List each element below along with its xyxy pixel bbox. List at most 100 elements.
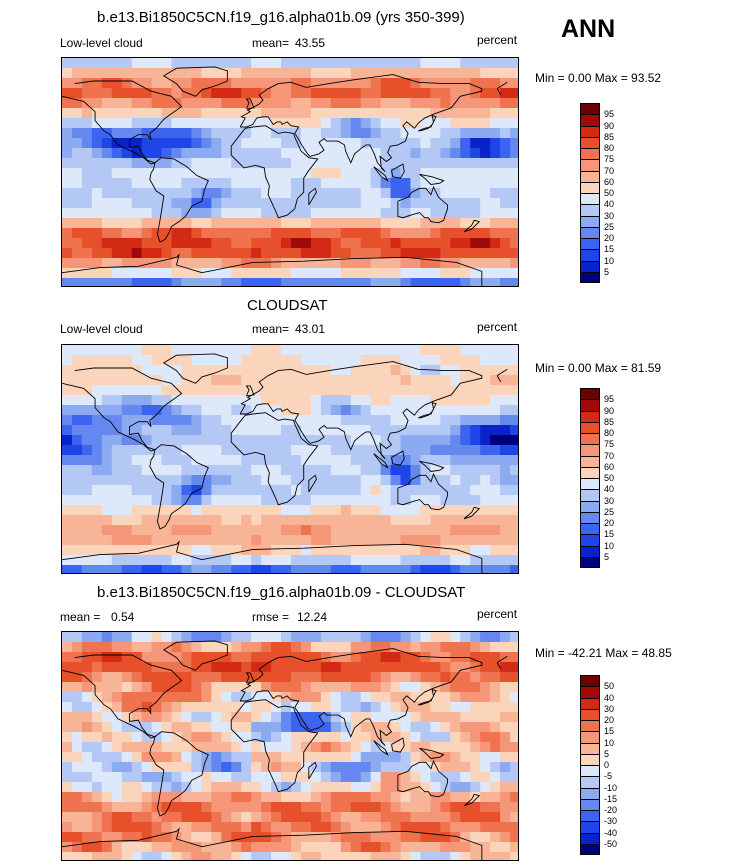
heatmap-cell [300, 208, 312, 219]
heatmap-cell [91, 565, 103, 573]
heatmap-cell [470, 345, 481, 356]
heatmap-cell [500, 415, 511, 426]
heatmap-cell [211, 128, 222, 139]
heatmap-cell [420, 248, 431, 259]
heatmap-cell [191, 218, 202, 229]
heatmap-cell [430, 525, 441, 536]
heatmap-cell [291, 425, 302, 436]
heatmap-cell [241, 792, 252, 803]
heatmap-cell [151, 672, 163, 683]
heatmap-cell [141, 722, 153, 733]
colorbar-tick-label: 95 [604, 109, 615, 120]
heatmap-cell [420, 832, 431, 843]
heatmap-cell [300, 545, 312, 556]
heatmap-cell [440, 345, 451, 356]
heatmap-cell [101, 692, 113, 703]
heatmap-cell [211, 475, 222, 486]
heatmap-cell [111, 108, 123, 119]
heatmap-cell [101, 435, 113, 446]
heatmap-cell [201, 555, 212, 566]
heatmap-cell [211, 732, 222, 743]
heatmap-cell [261, 712, 272, 723]
heatmap-cell [221, 535, 232, 546]
heatmap-cell [490, 118, 501, 129]
heatmap-cell [470, 852, 481, 860]
heatmap-cell [211, 772, 222, 783]
heatmap-cell [310, 702, 322, 713]
heatmap-cell [111, 435, 123, 446]
heatmap-cell [510, 248, 518, 259]
heatmap-cell [211, 832, 222, 843]
heatmap-cell [350, 782, 362, 793]
heatmap-cell [380, 148, 392, 159]
heatmap-cell [62, 88, 73, 99]
heatmap-cell [171, 138, 183, 149]
heatmap-cell [300, 385, 312, 396]
heatmap-cell [430, 772, 441, 783]
heatmap-cell [320, 525, 332, 536]
heatmap-cell [201, 475, 212, 486]
heatmap-cell [330, 248, 342, 259]
heatmap-cell [350, 812, 362, 823]
heatmap-cell [71, 258, 83, 269]
heatmap-cell [171, 762, 183, 773]
heatmap-cell [201, 722, 212, 733]
heatmap-cell [231, 732, 242, 743]
heatmap-cell [151, 525, 163, 536]
heatmap-cell [360, 555, 372, 566]
heatmap-cell [470, 68, 481, 79]
heatmap-cell [380, 238, 392, 249]
heatmap-cell [141, 355, 153, 366]
heatmap-cell [201, 208, 212, 219]
heatmap-cell [480, 742, 491, 753]
heatmap-cell [410, 702, 422, 713]
heatmap-cell [221, 445, 232, 456]
heatmap-cell [320, 395, 332, 406]
heatmap-cell [221, 712, 232, 723]
heatmap-cell [231, 268, 242, 279]
heatmap-cell [91, 445, 103, 456]
heatmap-cell [420, 128, 431, 139]
heatmap-cell [211, 68, 222, 79]
heatmap-cell [440, 812, 451, 823]
heatmap-cell [470, 148, 481, 159]
heatmap-cell [370, 188, 382, 199]
heatmap-cell [101, 198, 113, 209]
heatmap-cell [510, 425, 518, 436]
heatmap-cell [500, 88, 511, 99]
heatmap-cell [91, 722, 103, 733]
heatmap-cell [400, 682, 412, 693]
heatmap-cell [131, 118, 143, 129]
heatmap-cell [420, 712, 431, 723]
heatmap-cell [241, 535, 252, 546]
heatmap-cell [310, 632, 322, 643]
heatmap-cell [211, 178, 222, 189]
heatmap-cell [400, 188, 412, 199]
heatmap-cell [370, 345, 382, 356]
heatmap-cell [81, 722, 93, 733]
heatmap-cell [151, 682, 163, 693]
heatmap-cell [91, 415, 103, 426]
heatmap-cell [111, 158, 123, 169]
heatmap-cell [231, 782, 242, 793]
heatmap-cell [310, 495, 322, 506]
heatmap-cell [330, 395, 342, 406]
heatmap-cell [141, 822, 153, 833]
heatmap-cell [191, 632, 202, 643]
heatmap-cell [221, 248, 232, 259]
heatmap-cell [231, 772, 242, 783]
heatmap-cell [440, 642, 451, 653]
heatmap-cell [71, 465, 83, 476]
heatmap-cell [181, 692, 193, 703]
heatmap-cell [281, 455, 292, 466]
heatmap-cell [380, 752, 392, 763]
heatmap-cell [380, 345, 392, 356]
heatmap-cell [440, 278, 451, 286]
heatmap-cell [480, 218, 491, 229]
heatmap-cell [221, 108, 232, 119]
heatmap-cell [62, 148, 73, 159]
colorbar-box [580, 697, 600, 710]
heatmap-cell [450, 68, 461, 79]
heatmap-cell [440, 455, 451, 466]
heatmap-cell [231, 58, 242, 69]
